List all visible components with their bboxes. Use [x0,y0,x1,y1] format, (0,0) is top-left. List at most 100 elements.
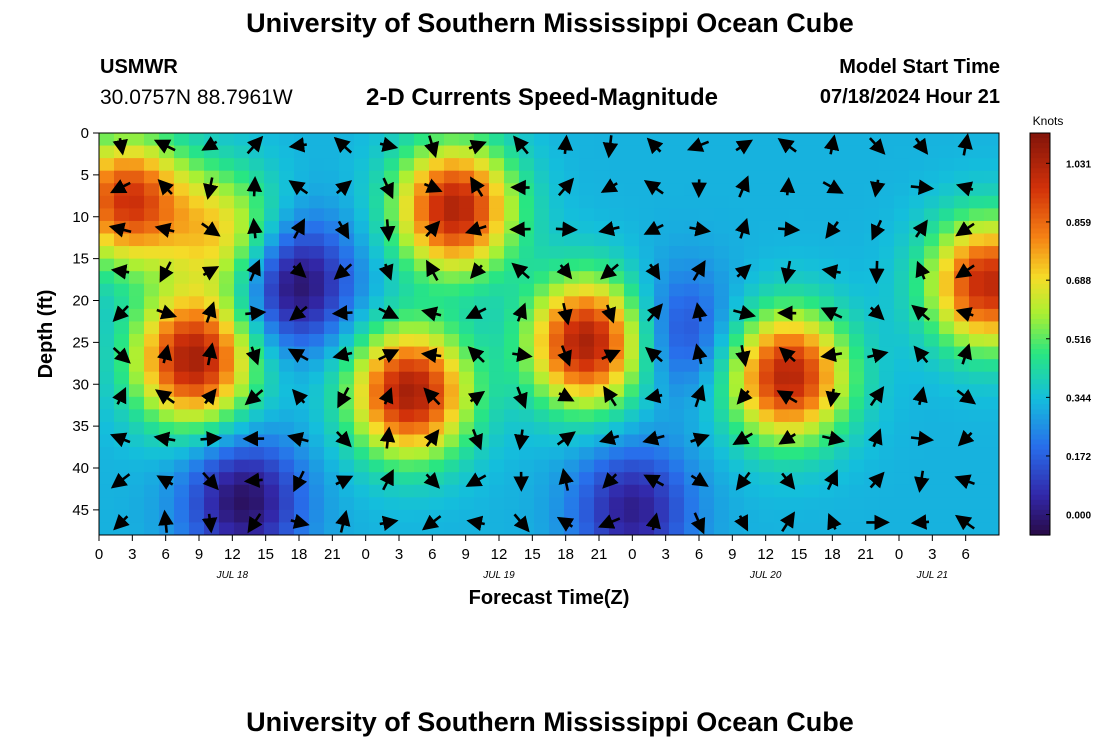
heatmap-cell [639,484,655,498]
heatmap-cell [99,371,115,385]
heatmap-cell [879,271,895,285]
heatmap-cell [429,346,445,360]
heatmap-cell [459,233,475,247]
heatmap-cell [129,384,145,398]
heatmap-cell [729,170,745,184]
current-vector-arrow [112,305,130,322]
heatmap-cell [189,472,205,486]
heatmap-cell [369,359,385,373]
heatmap-cell [564,321,580,335]
heatmap-cell [969,447,985,461]
current-vector-arrow [245,346,261,366]
heatmap-cell [504,258,520,272]
heatmap-cell [609,321,625,335]
heatmap-cell [399,409,415,423]
heatmap-cell [744,271,760,285]
heatmap-cell [369,509,385,524]
heatmap-cell [579,133,595,147]
colorbar-segment [1030,419,1050,426]
heatmap-cell [174,522,190,535]
heatmap-cell [279,371,295,385]
heatmap-cell [99,409,115,423]
heatmap-cell [279,296,295,310]
colorbar-segment [1030,178,1050,184]
heatmap-cell [144,283,160,297]
heatmap-cell [249,308,265,323]
heatmap-cell [549,421,565,436]
heatmap-cell [549,208,565,222]
current-vector-arrow [335,509,351,533]
heatmap-cell [549,409,565,423]
heatmap-cell [624,220,640,235]
heatmap-cell [474,321,490,335]
current-vector-arrow [331,305,353,321]
x-tick-label: 6 [961,546,969,563]
heatmap-cell [489,384,505,398]
heatmap-cell [204,371,220,385]
heatmap-cell [939,308,955,323]
heatmap-cell [504,384,520,398]
heatmap-cell [174,145,190,159]
heatmap-cell [624,459,640,473]
heatmap-cell [954,371,970,385]
heatmap-cell [279,233,295,247]
current-vector-arrow [558,468,574,491]
current-vector-arrow [780,511,796,533]
colorbar-segment [1030,183,1050,189]
heatmap-cell [984,409,999,423]
current-vector-arrow [868,137,886,155]
heatmap-cell [504,271,520,285]
heatmap-cell [99,258,115,272]
heatmap-cell [759,233,775,247]
heatmap-cell [144,183,160,197]
heatmap-cell [99,497,115,511]
heatmap-cell [519,459,535,473]
heatmap-cell [849,447,865,461]
heatmap-cell [429,359,445,373]
colorbar-segment [1030,303,1050,310]
heatmap-cell [849,346,865,360]
heatmap-cell [819,409,835,423]
heatmap-cell [159,371,175,385]
heatmap-cell [909,233,925,247]
heatmap-cell [549,283,565,297]
heatmap-cell [114,396,130,410]
heatmap-cell [909,158,925,172]
heatmap-cell [114,208,130,222]
heatmap-cell [969,170,985,184]
heatmap-cell [984,421,999,436]
heatmap-cell [414,258,430,272]
page-title: University of Southern Mississippi Ocean… [246,8,854,38]
heatmap-cell [144,346,160,360]
heatmap-cell [384,195,400,209]
heatmap-cell [339,170,355,184]
heatmap-cell [354,384,370,398]
colorbar-segment [1030,424,1050,431]
current-vector-arrow [468,139,487,155]
heatmap-cell [309,409,325,423]
current-vector-arrow [599,430,620,446]
heatmap-cell [564,258,580,272]
heatmap-cell [114,158,130,172]
heatmap-cell [354,371,370,385]
heatmap-cell [504,296,520,310]
colorbar-segment [1030,243,1050,250]
heatmap-cell [639,384,655,398]
heatmap-cell [639,283,655,297]
date-label: JUL 21 [916,570,949,581]
heatmap-cell [414,246,430,260]
heatmap-cell [384,421,400,436]
current-vector-arrow [464,220,487,236]
heatmap-cell [714,271,730,285]
heatmap-cell [369,459,385,473]
heatmap-cell [249,371,265,385]
heatmap-cell [909,334,925,348]
heatmap-cell [549,447,565,461]
heatmap-cell [924,509,940,524]
heatmap-cell [384,170,400,184]
heatmap-cell [849,509,865,524]
heatmap-cell [129,346,145,360]
heatmap-cell [804,258,820,272]
heatmap-cell [144,359,160,373]
